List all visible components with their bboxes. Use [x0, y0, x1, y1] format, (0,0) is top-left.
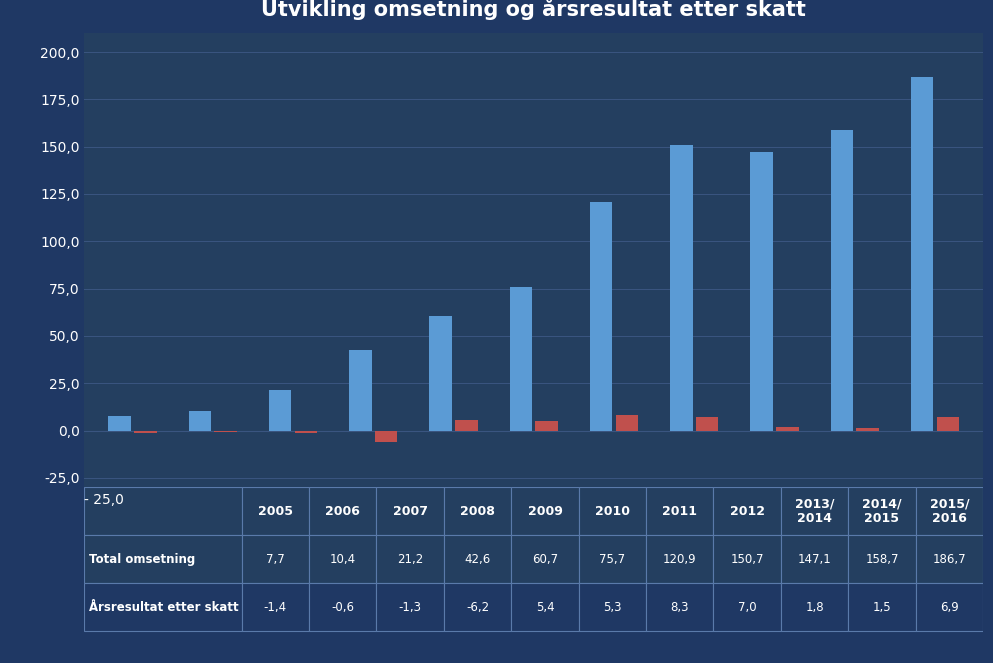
Text: - 25,0: - 25,0	[84, 493, 124, 507]
Bar	[429, 316, 452, 430]
Text: 2008: 2008	[460, 505, 495, 518]
Bar	[189, 411, 212, 430]
Text: 2006: 2006	[326, 505, 360, 518]
Text: 60,7: 60,7	[532, 553, 558, 566]
Text: 2010: 2010	[595, 505, 630, 518]
Bar	[590, 202, 613, 430]
Bar	[511, 487, 579, 535]
Bar	[579, 535, 646, 583]
Bar	[444, 487, 511, 535]
Text: 8,3: 8,3	[670, 601, 689, 614]
Text: 158,7: 158,7	[865, 553, 899, 566]
Bar	[777, 427, 798, 430]
Text: 7,7: 7,7	[266, 553, 285, 566]
Bar	[780, 535, 848, 583]
Bar	[444, 583, 511, 631]
Text: -6,2: -6,2	[466, 601, 490, 614]
Bar	[376, 583, 444, 631]
Text: 21,2: 21,2	[397, 553, 423, 566]
Bar	[84, 487, 241, 535]
Text: 2014/
2015: 2014/ 2015	[862, 497, 902, 525]
Bar	[848, 487, 916, 535]
Bar	[916, 487, 983, 535]
Bar	[134, 430, 157, 433]
Bar	[579, 583, 646, 631]
Text: -0,6: -0,6	[332, 601, 355, 614]
Bar	[916, 535, 983, 583]
Bar	[670, 145, 692, 430]
Bar	[936, 418, 959, 430]
Bar	[444, 535, 511, 583]
Text: 2012: 2012	[730, 505, 765, 518]
Text: 42,6: 42,6	[465, 553, 491, 566]
Text: 10,4: 10,4	[330, 553, 355, 566]
Bar	[856, 428, 879, 430]
Text: 2007: 2007	[392, 505, 428, 518]
Text: Årsresultat etter skatt: Årsresultat etter skatt	[89, 601, 238, 614]
Bar	[108, 416, 131, 430]
Text: 5,4: 5,4	[535, 601, 554, 614]
Bar	[309, 535, 376, 583]
Bar	[646, 583, 713, 631]
Bar	[511, 535, 579, 583]
Bar	[535, 420, 558, 430]
Text: 75,7: 75,7	[600, 553, 626, 566]
Text: 5,3: 5,3	[603, 601, 622, 614]
Title: Utvikling omsetning og årsresultat etter skatt: Utvikling omsetning og årsresultat etter…	[261, 0, 806, 21]
Bar	[375, 430, 397, 442]
Text: 2005: 2005	[258, 505, 293, 518]
Bar	[511, 583, 579, 631]
Text: 186,7: 186,7	[932, 553, 966, 566]
Bar	[696, 417, 718, 430]
Bar	[350, 350, 371, 430]
Bar	[269, 391, 291, 430]
Bar	[241, 535, 309, 583]
Text: Total omsetning: Total omsetning	[89, 553, 196, 566]
Text: 2009: 2009	[527, 505, 562, 518]
Bar	[579, 487, 646, 535]
Bar	[646, 535, 713, 583]
Bar	[713, 487, 780, 535]
Bar	[295, 430, 317, 433]
Bar	[751, 152, 773, 430]
Text: 120,9: 120,9	[663, 553, 696, 566]
Text: 1,8: 1,8	[805, 601, 824, 614]
Bar	[848, 583, 916, 631]
Bar	[780, 583, 848, 631]
Bar	[376, 487, 444, 535]
Bar	[509, 287, 532, 430]
Bar	[376, 535, 444, 583]
Text: 1,5: 1,5	[873, 601, 892, 614]
Text: 6,9: 6,9	[940, 601, 959, 614]
Text: 7,0: 7,0	[738, 601, 757, 614]
Bar	[646, 487, 713, 535]
Bar	[309, 487, 376, 535]
Text: 2015/
2016: 2015/ 2016	[929, 497, 969, 525]
Bar	[309, 583, 376, 631]
Bar	[214, 430, 237, 432]
Bar	[780, 487, 848, 535]
Text: -1,3: -1,3	[398, 601, 422, 614]
Bar	[84, 583, 241, 631]
Bar	[616, 415, 638, 430]
Text: -1,4: -1,4	[264, 601, 287, 614]
Bar	[241, 583, 309, 631]
Bar	[455, 420, 478, 430]
Text: 150,7: 150,7	[731, 553, 764, 566]
Bar	[241, 487, 309, 535]
Bar	[830, 130, 853, 430]
Text: 2013/
2014: 2013/ 2014	[794, 497, 834, 525]
Bar	[84, 535, 241, 583]
Bar	[916, 583, 983, 631]
Bar	[848, 535, 916, 583]
Bar	[911, 78, 933, 430]
Text: 2011: 2011	[662, 505, 697, 518]
Text: 147,1: 147,1	[797, 553, 831, 566]
Bar	[713, 535, 780, 583]
Bar	[713, 583, 780, 631]
